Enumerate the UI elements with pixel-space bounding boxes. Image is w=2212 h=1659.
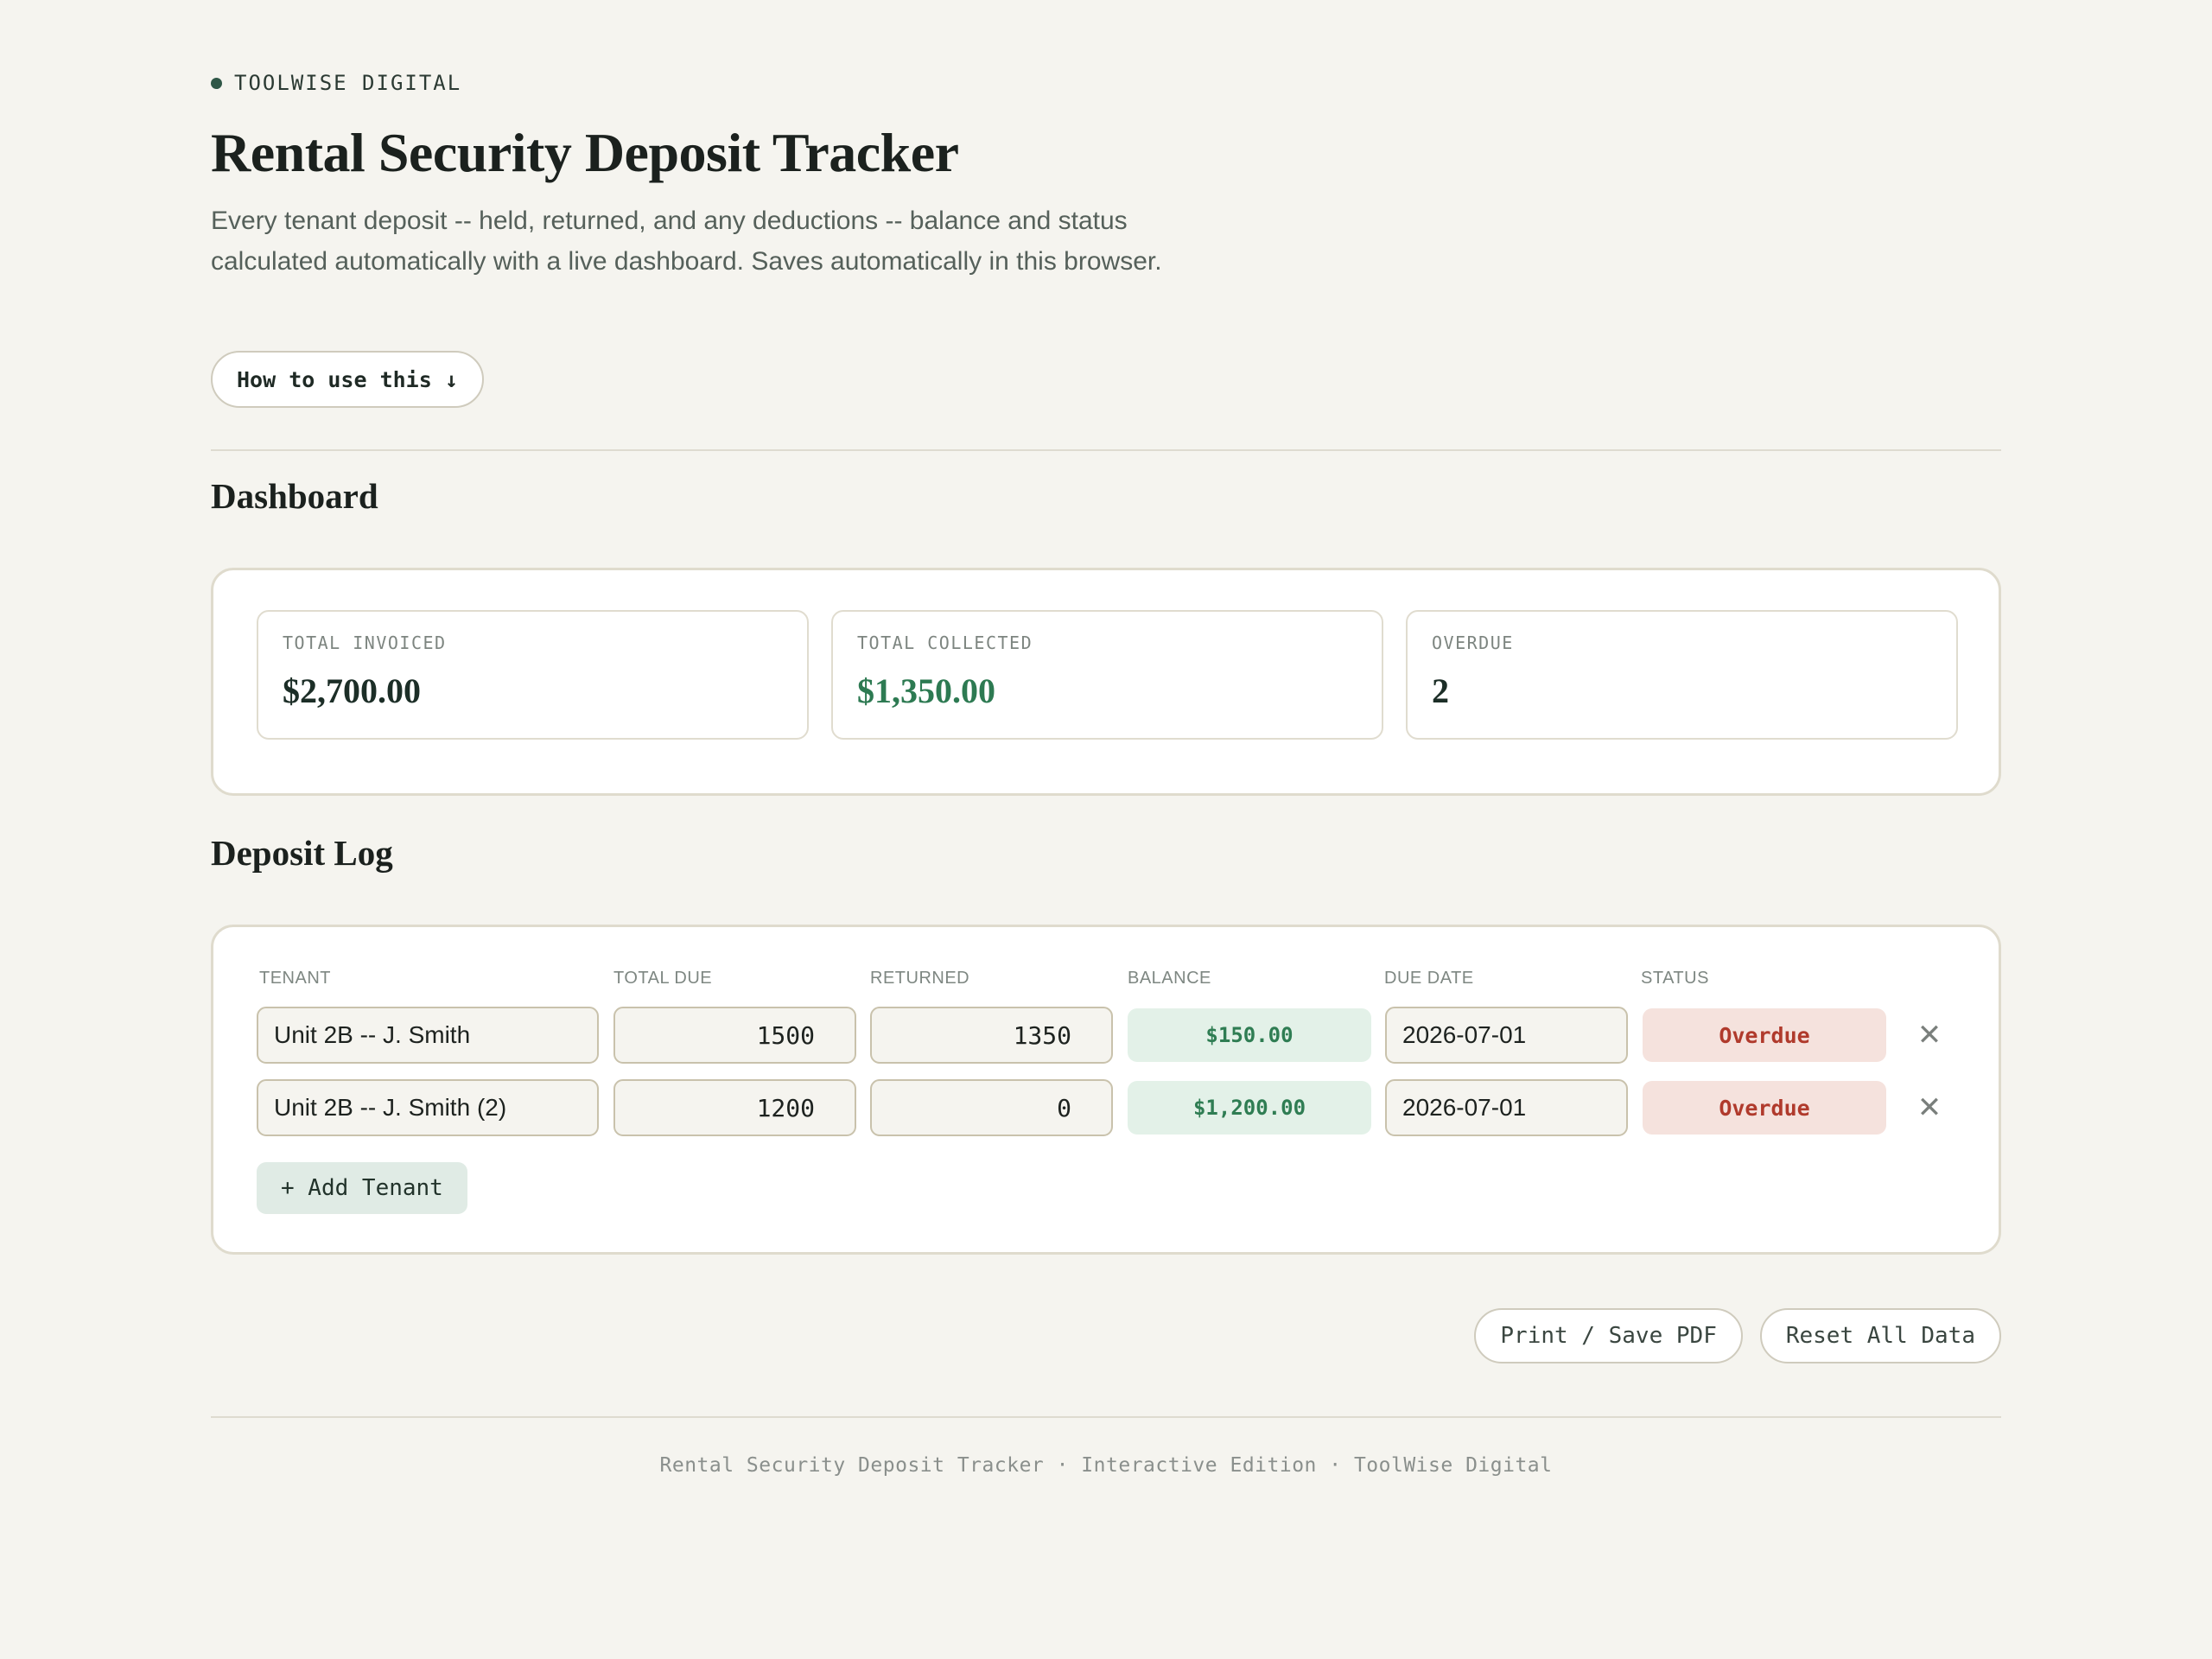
total-due-input[interactable]: 1500 <box>613 1007 856 1064</box>
balance-value: $1,200.00 <box>1128 1081 1371 1135</box>
deposit-log-card: TENANT TOTAL DUE RETURNED BALANCE DUE DA… <box>211 925 2001 1255</box>
status-badge: Overdue <box>1643 1008 1886 1062</box>
stat-value: $1,350.00 <box>857 671 995 710</box>
divider <box>211 449 2001 451</box>
table-row: Unit 2B -- J. Smith (2) 1200 0 $1,200.00… <box>213 1079 1999 1136</box>
column-header-tenant: TENANT <box>259 969 331 988</box>
brand-dot-icon <box>211 77 222 89</box>
page-title: Rental Security Deposit Tracker <box>211 122 959 183</box>
page-subtitle: Every tenant deposit -- held, returned, … <box>211 207 1162 276</box>
stat-label: TOTAL COLLECTED <box>857 632 1033 653</box>
delete-row-icon[interactable]: ✕ <box>1916 1091 1942 1124</box>
stat-total-invoiced: TOTAL INVOICED $2,700.00 <box>257 610 809 740</box>
how-to-use-button[interactable]: How to use this ↓ <box>211 351 484 408</box>
status-badge: Overdue <box>1643 1081 1886 1135</box>
column-header-total-due: TOTAL DUE <box>613 969 713 988</box>
brand: TOOLWISE DIGITAL <box>211 71 461 95</box>
divider <box>211 1416 2001 1418</box>
column-header-balance: BALANCE <box>1128 969 1211 988</box>
tenant-input[interactable]: Unit 2B -- J. Smith <box>257 1007 599 1064</box>
delete-row-icon[interactable]: ✕ <box>1916 1019 1942 1052</box>
returned-input[interactable]: 0 <box>870 1079 1113 1136</box>
tenant-input[interactable]: Unit 2B -- J. Smith (2) <box>257 1079 599 1136</box>
column-header-status: STATUS <box>1641 969 1709 988</box>
stats-row: TOTAL INVOICED $2,700.00 TOTAL COLLECTED… <box>257 610 1958 740</box>
column-header-returned: RETURNED <box>870 969 970 988</box>
returned-input[interactable]: 1350 <box>870 1007 1113 1064</box>
add-tenant-button[interactable]: + Add Tenant <box>257 1162 467 1214</box>
table-header: TENANT TOTAL DUE RETURNED BALANCE DUE DA… <box>213 969 1999 995</box>
action-buttons: Print / Save PDF Reset All Data <box>1474 1308 2001 1363</box>
dashboard-title: Dashboard <box>211 476 378 516</box>
deposit-log-title: Deposit Log <box>211 833 393 873</box>
footer-text: Rental Security Deposit Tracker · Intera… <box>659 1454 1553 1477</box>
stat-overdue: OVERDUE 2 <box>1406 610 1958 740</box>
due-date-input[interactable]: 2026-07-01 <box>1385 1079 1628 1136</box>
stat-total-collected: TOTAL COLLECTED $1,350.00 <box>831 610 1383 740</box>
stat-value: 2 <box>1432 671 1449 710</box>
stat-value: $2,700.00 <box>283 671 421 710</box>
total-due-input[interactable]: 1200 <box>613 1079 856 1136</box>
due-date-input[interactable]: 2026-07-01 <box>1385 1007 1628 1064</box>
reset-all-data-button[interactable]: Reset All Data <box>1759 1308 2001 1363</box>
table-row: Unit 2B -- J. Smith 1500 1350 $150.00 20… <box>213 1007 1999 1064</box>
stat-label: TOTAL INVOICED <box>283 632 447 653</box>
column-header-due-date: DUE DATE <box>1384 969 1474 988</box>
balance-value: $150.00 <box>1128 1008 1371 1062</box>
stat-label: OVERDUE <box>1432 632 1514 653</box>
brand-name: TOOLWISE DIGITAL <box>234 71 462 95</box>
dashboard-card: TOTAL INVOICED $2,700.00 TOTAL COLLECTED… <box>211 568 2001 796</box>
print-save-pdf-button[interactable]: Print / Save PDF <box>1474 1308 1743 1363</box>
